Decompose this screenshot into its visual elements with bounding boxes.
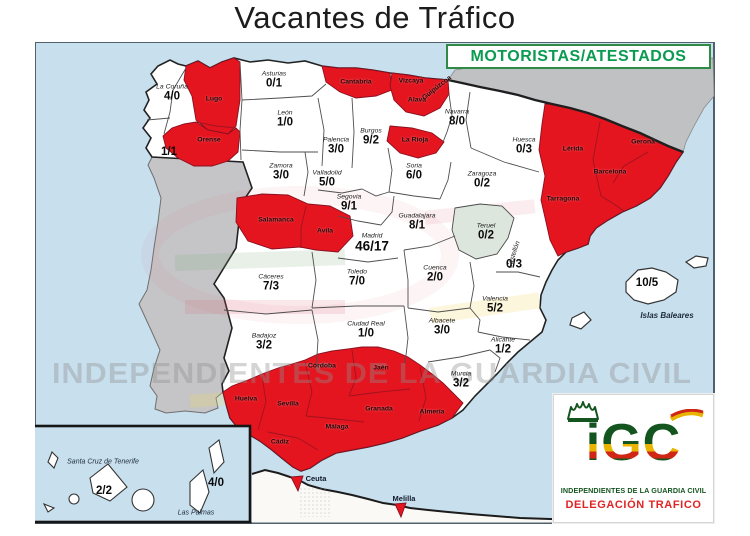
logo-org-name: INDEPENDIENTES DE LA GUARDIA CIVIL (560, 486, 707, 495)
balearic-islands (569, 255, 709, 330)
ibiza-island (569, 311, 592, 330)
province-lugo (183, 57, 241, 135)
gomera-island (68, 493, 80, 505)
logo-delegation: DELEGACIÓN TRAFICO (565, 499, 702, 511)
canary-inset (35, 424, 252, 524)
motoristas-banner: MOTORISTAS/ATESTADOS (446, 44, 711, 69)
fuerteventura-island (189, 468, 210, 514)
la-palma-island (47, 451, 59, 469)
territory-melilla (394, 502, 407, 519)
red-provinces (162, 57, 684, 519)
igc-acronym: iGC (554, 417, 713, 469)
africa-region (252, 470, 713, 523)
mallorca-island (625, 267, 679, 305)
province-teruel (451, 203, 515, 260)
province-la-rioja (386, 125, 445, 159)
banner-label: MOTORISTAS/ATESTADOS (470, 47, 687, 65)
andalucia-provinces (222, 346, 464, 472)
salamanca-avila (235, 193, 354, 253)
africa-hatch (298, 487, 330, 517)
watermark-text: INDEPENDIENTES DE LA GUARDIA CIVIL (52, 358, 692, 390)
page-title: Vacantes de Tráfico (234, 0, 516, 35)
hierro-island (42, 502, 56, 513)
crown-icon (567, 401, 599, 422)
province-borders (146, 61, 541, 373)
pyrenees-border (447, 78, 684, 154)
flag-swoosh-icon (669, 409, 704, 422)
gran-canaria-island (131, 488, 155, 512)
basque-provinces (389, 72, 450, 117)
igc-logo: iGC INDEPENDIENTES DE LA GUARDIA CIVIL D… (553, 394, 714, 523)
spain-map: INDEPENDIENTES DE LA GUARDIA CIVIL (35, 42, 715, 524)
menorca-island (684, 255, 709, 269)
territory-ceuta (290, 475, 304, 493)
province-orense (162, 121, 241, 167)
spain-map-svg: INDEPENDIENTES DE LA GUARDIA CIVIL (35, 42, 715, 524)
tenerife-island (89, 463, 128, 502)
red-internal-borders (195, 121, 649, 451)
lanzarote-island (208, 439, 225, 475)
